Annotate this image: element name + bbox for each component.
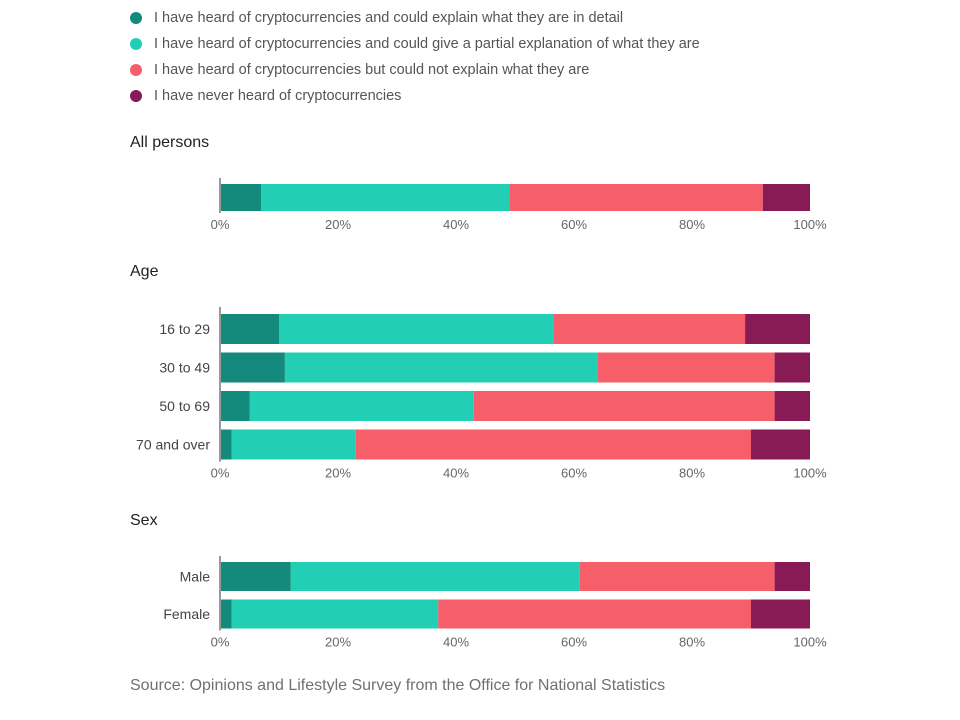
bar-segment <box>220 184 262 211</box>
bar-segment <box>220 391 250 421</box>
legend-swatch <box>130 12 142 24</box>
tick-label: 40% <box>443 466 469 481</box>
tick-label: 20% <box>325 635 351 650</box>
bar-segment <box>774 391 810 421</box>
bar-segment <box>231 429 356 460</box>
tick-label: 0% <box>211 635 230 650</box>
bar-segment <box>553 314 746 344</box>
bar-segment <box>249 391 474 421</box>
category-label: Female <box>163 606 210 622</box>
tick-label: 20% <box>325 217 351 232</box>
category-label: Male <box>180 569 211 585</box>
legend-label: I have never heard of cryptocurrencies <box>154 88 402 104</box>
bar-segment <box>261 184 510 211</box>
bar-segment <box>220 352 285 383</box>
bar-segment <box>231 599 439 629</box>
bar-segment <box>774 562 810 591</box>
bar-segment <box>220 314 279 344</box>
panel-title: Age <box>130 263 159 280</box>
tick-label: 80% <box>679 635 705 650</box>
legend-label: I have heard of cryptocurrencies and cou… <box>154 36 700 52</box>
panel-title: All persons <box>130 134 209 151</box>
category-label: 50 to 69 <box>159 398 210 414</box>
legend-swatch <box>130 90 142 102</box>
legend-label: I have heard of cryptocurrencies and cou… <box>154 10 624 26</box>
bar-segment <box>438 599 751 629</box>
bar-segment <box>751 429 810 460</box>
tick-label: 100% <box>793 217 827 232</box>
tick-label: 60% <box>561 217 587 232</box>
tick-label: 0% <box>211 217 230 232</box>
tick-label: 0% <box>211 466 230 481</box>
legend: I have heard of cryptocurrencies and cou… <box>130 5 700 109</box>
source-note: Source: Opinions and Lifestyle Survey fr… <box>130 677 666 694</box>
bar-segment <box>579 562 775 591</box>
legend-item: I have heard of cryptocurrencies and cou… <box>130 5 700 31</box>
tick-label: 100% <box>793 635 827 650</box>
bar-segment <box>473 391 775 421</box>
legend-item: I have heard of cryptocurrencies and cou… <box>130 31 700 57</box>
category-label: 16 to 29 <box>159 321 210 337</box>
bar-segment <box>220 599 232 629</box>
tick-label: 20% <box>325 466 351 481</box>
tick-label: 80% <box>679 466 705 481</box>
bar-segment <box>220 562 291 591</box>
category-label: 30 to 49 <box>159 360 210 376</box>
legend-label: I have heard of cryptocurrencies but cou… <box>154 62 590 78</box>
legend-item: I have never heard of cryptocurrencies <box>130 83 700 109</box>
bar-segment <box>774 352 810 383</box>
bar-segment <box>279 314 554 344</box>
bar-segment <box>762 184 810 211</box>
tick-label: 80% <box>679 217 705 232</box>
bar-segment <box>220 429 232 460</box>
tick-label: 60% <box>561 466 587 481</box>
tick-label: 40% <box>443 217 469 232</box>
category-label: 70 and over <box>136 437 210 453</box>
bar-segment <box>745 314 810 344</box>
bar-segment <box>509 184 763 211</box>
bar-segment <box>290 562 580 591</box>
bar-segment <box>751 599 810 629</box>
bar-segment <box>355 429 751 460</box>
legend-swatch <box>130 64 142 76</box>
legend-swatch <box>130 38 142 50</box>
panel-title: Sex <box>130 512 158 529</box>
legend-item: I have heard of cryptocurrencies but cou… <box>130 57 700 83</box>
tick-label: 100% <box>793 466 827 481</box>
bar-segment <box>284 352 598 383</box>
tick-label: 60% <box>561 635 587 650</box>
tick-label: 40% <box>443 635 469 650</box>
bar-segment <box>597 352 775 383</box>
